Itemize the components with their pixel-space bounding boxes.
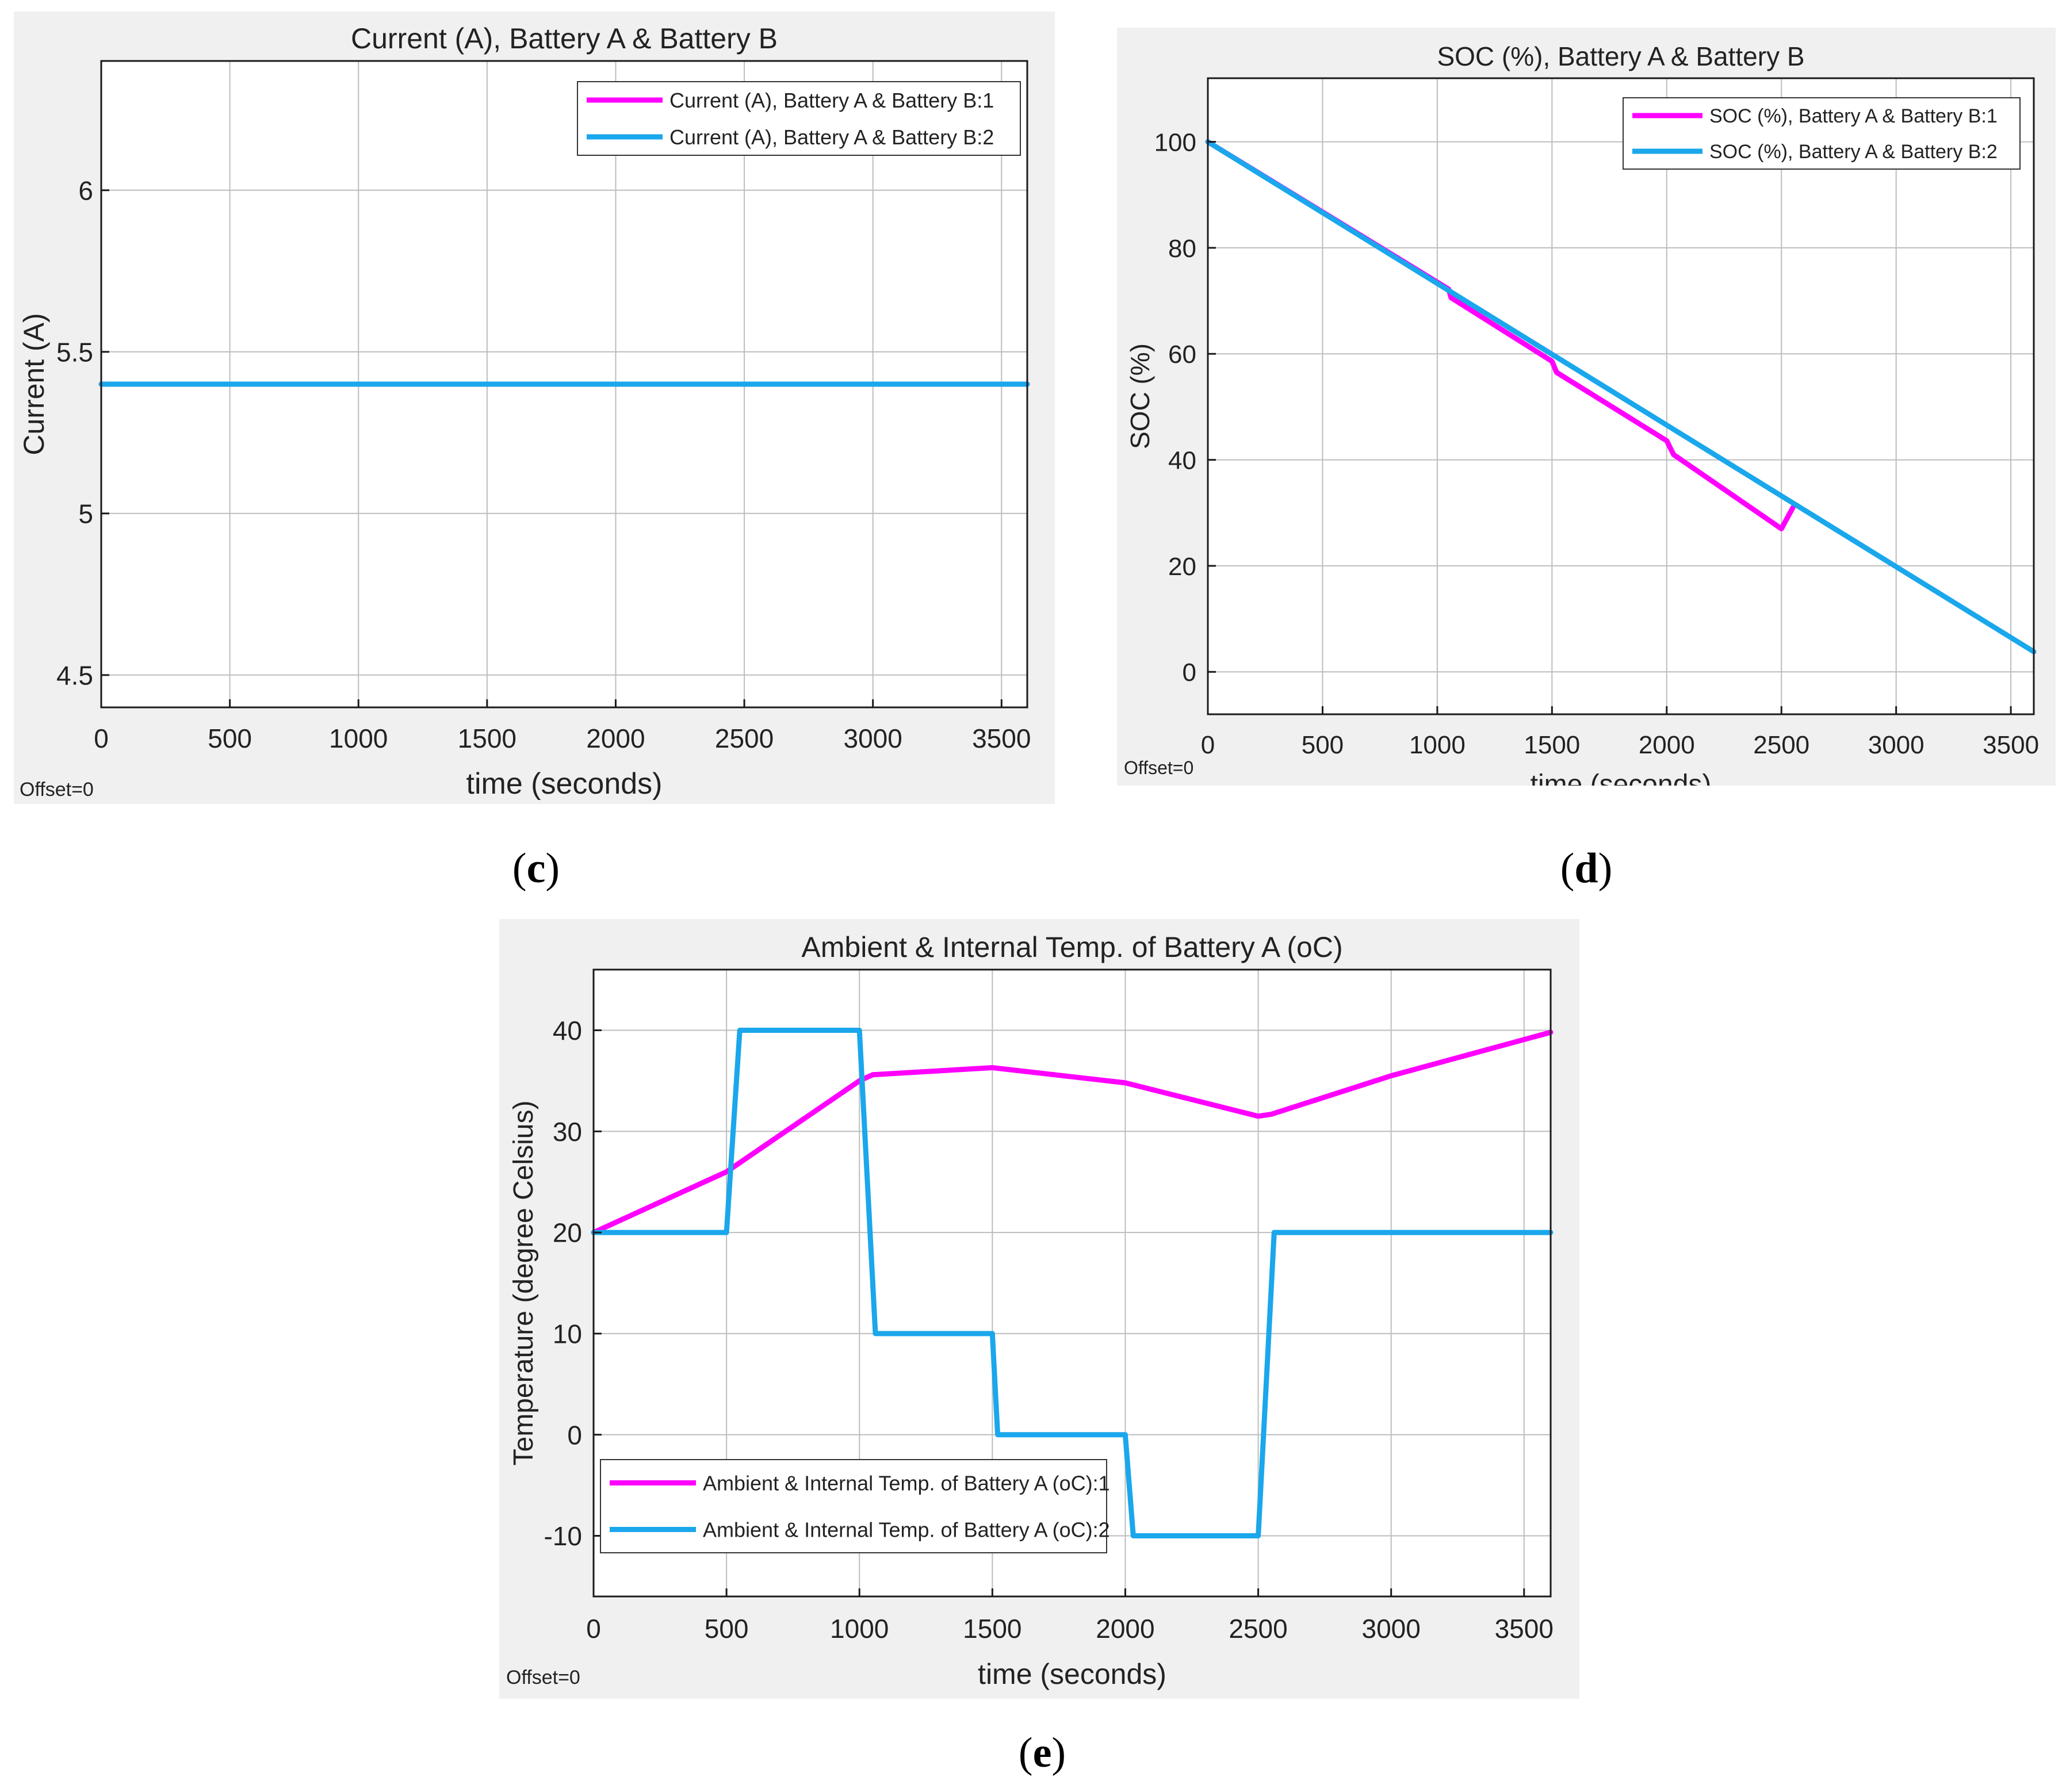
- temperature-chart: 0 500 1000 1500 2000 2500 3000 3500 -10 0 10 20 30 40…: [506, 931, 1554, 1690]
- panel-label-e-open: (: [1018, 1729, 1033, 1776]
- y-tick-label: 0: [567, 1420, 582, 1450]
- x-tick-label: 2500: [1753, 731, 1809, 759]
- legend-entry-2: SOC (%), Battery A & Battery B:2: [1709, 141, 1998, 163]
- y-tick-label: 6: [78, 175, 93, 205]
- x-tick-label: 1000: [1409, 731, 1466, 759]
- x-tick-label: 3000: [1868, 731, 1925, 759]
- x-tick-label: 500: [1302, 731, 1344, 759]
- x-tick-label: 3500: [1983, 731, 2039, 759]
- chart-1-group: 0 500 1000 1500 2000 2500 3000 3500 0 20 40 60 80 100…: [1124, 41, 2039, 786]
- panel-label-d: (d): [1560, 844, 1612, 893]
- legend-box: [1623, 97, 2021, 170]
- x-tick-label: 1500: [963, 1614, 1021, 1644]
- panel-label-c: (c): [512, 844, 560, 893]
- y-tick-label: 0: [1183, 658, 1196, 687]
- x-tick-label: 1000: [329, 723, 388, 753]
- x-tick-label: 0: [586, 1614, 601, 1644]
- legend: Current (A), Battery A & Battery B:1 Curr…: [577, 81, 1021, 156]
- x-tick-label: 2000: [1096, 1614, 1154, 1644]
- panel-label-e-close: ): [1051, 1729, 1066, 1776]
- y-tick-label: 5.5: [56, 337, 93, 367]
- chart-title: SOC (%), Battery A & Battery B: [1437, 41, 1804, 71]
- chart-title: Current (A), Battery A & Battery B: [351, 22, 778, 55]
- chart-panel-current: 0 500 1000 1500 2000 2500 3000 3500 4.5 5 5.5 6 Curr…: [14, 12, 1055, 804]
- y-axis-label: SOC (%): [1125, 343, 1155, 449]
- y-tick-label: 100: [1154, 128, 1196, 156]
- chart-panel-soc: 0 500 1000 1500 2000 2500 3000 3500 0 20 40 60 80 100…: [1117, 28, 2056, 786]
- y-tick-label: 60: [1168, 340, 1196, 369]
- x-tick-label: 2000: [586, 723, 645, 753]
- panel-label-d-letter: d: [1574, 845, 1598, 892]
- x-tick-label: 1500: [458, 723, 516, 753]
- x-tick-label: 1500: [1524, 731, 1580, 759]
- panel-label-c-open: (: [512, 845, 527, 892]
- legend-entry-1: Ambient & Internal Temp. of Battery A (o…: [703, 1471, 1110, 1495]
- legend: SOC (%), Battery A & Battery B:1 SOC (%),…: [1623, 97, 2021, 170]
- y-tick-label: 30: [553, 1117, 582, 1147]
- legend: Ambient & Internal Temp. of Battery A (o…: [600, 1459, 1110, 1553]
- x-tick-label: 3000: [843, 723, 902, 753]
- legend-entry-1: Current (A), Battery A & Battery B:1: [669, 89, 994, 112]
- chart-title: Ambient & Internal Temp. of Battery A (o…: [801, 931, 1342, 963]
- axes-frame: [1207, 77, 2035, 715]
- x-tick-label: 3500: [972, 723, 1031, 753]
- y-tick-label: 20: [1168, 553, 1196, 581]
- series-line-1: [591, 1029, 1554, 1235]
- offset-label: Offset=0: [20, 779, 94, 801]
- y-tick-label: 4.5: [56, 660, 93, 690]
- x-tick-label: 2000: [1639, 731, 1695, 759]
- y-tick-label: -10: [544, 1521, 582, 1551]
- x-tick-label: 3000: [1361, 1614, 1420, 1644]
- series-line-2: [591, 1028, 1554, 1538]
- y-tick-label: 10: [553, 1319, 582, 1349]
- soc-chart: 0 500 1000 1500 2000 2500 3000 3500 0 20 40 60 80 100…: [1124, 41, 2039, 786]
- legend-box: [577, 81, 1021, 156]
- x-tick-label: 2500: [715, 723, 774, 753]
- axes-frame: [592, 968, 1552, 1598]
- offset-label: Offset=0: [1124, 757, 1193, 778]
- x-tick-label: 500: [705, 1614, 749, 1644]
- chart-panel-temperature: 0 500 1000 1500 2000 2500 3000 3500 -10 0 10 20 30 40…: [499, 919, 1579, 1699]
- y-tick-label: 40: [553, 1016, 582, 1046]
- y-tick-label: 40: [1168, 446, 1196, 474]
- panel-label-e: (e): [1019, 1729, 1066, 1778]
- panel-label-d-close: ): [1598, 845, 1613, 892]
- x-tick-label: 1000: [830, 1614, 889, 1644]
- y-axis-label: Temperature (degree Celsius): [508, 1101, 539, 1466]
- legend-entry-2: Current (A), Battery A & Battery B:2: [669, 125, 994, 149]
- panel-label-e-letter: e: [1032, 1729, 1052, 1776]
- panel-label-d-open: (: [1560, 845, 1575, 892]
- x-tick-label: 3500: [1495, 1614, 1554, 1644]
- panel-label-c-letter: c: [526, 845, 546, 892]
- series-line-2: [1205, 139, 2037, 654]
- x-tick-label: 0: [1201, 731, 1215, 759]
- chart-2-group: 0 500 1000 1500 2000 2500 3000 3500 -10 0 10 20 30 40…: [506, 931, 1554, 1690]
- axes-frame: [100, 60, 1028, 709]
- legend-entry-1: SOC (%), Battery A & Battery B:1: [1709, 105, 1998, 127]
- y-axis-label: Current (A): [18, 313, 50, 455]
- offset-label: Offset=0: [506, 1667, 580, 1688]
- x-tick-label: 500: [208, 723, 252, 753]
- x-axis-label: time (seconds): [466, 767, 663, 801]
- panel-label-c-close: ): [545, 845, 560, 892]
- current-chart: 0 500 1000 1500 2000 2500 3000 3500 4.5 5 5.5 6 Curr…: [18, 22, 1031, 801]
- y-tick-label: 20: [553, 1218, 582, 1248]
- legend-box: [600, 1459, 1107, 1553]
- x-axis-label: time (seconds): [1531, 769, 1712, 786]
- x-tick-label: 0: [94, 723, 109, 753]
- legend-entry-2: Ambient & Internal Temp. of Battery A (o…: [703, 1518, 1110, 1541]
- x-tick-label: 2500: [1229, 1614, 1287, 1644]
- x-axis-label: time (seconds): [978, 1658, 1166, 1690]
- y-tick-label: 5: [78, 499, 93, 529]
- y-tick-label: 80: [1168, 235, 1196, 263]
- chart-0-group: 0 500 1000 1500 2000 2500 3000 3500 4.5 5 5.5 6 Curr…: [18, 22, 1031, 801]
